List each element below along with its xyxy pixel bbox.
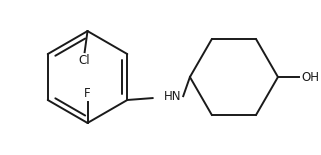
Text: F: F	[84, 87, 91, 100]
Text: Cl: Cl	[79, 54, 91, 67]
Text: OH: OH	[301, 71, 319, 84]
Text: HN: HN	[164, 90, 182, 103]
